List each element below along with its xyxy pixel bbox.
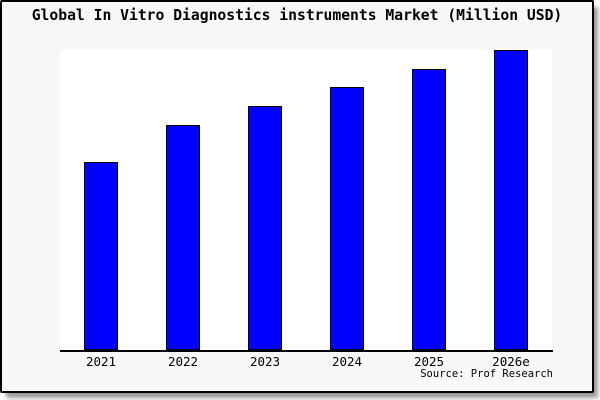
x-tick-label-2023: 2023 bbox=[249, 354, 281, 369]
bar-slot-2026e bbox=[470, 50, 552, 350]
x-tick-label-2025: 2025 bbox=[413, 354, 445, 369]
x-axis-line bbox=[60, 350, 553, 352]
bar-2023 bbox=[248, 106, 282, 350]
plot-area bbox=[60, 50, 552, 350]
x-tick-label-2022: 2022 bbox=[167, 354, 199, 369]
x-tick-labels: 2021 2022 2023 2024 2025 2026e bbox=[60, 355, 552, 369]
bar-slot-2023 bbox=[224, 106, 306, 350]
bar-slot-2025 bbox=[388, 69, 470, 350]
x-tick-label-2026e: 2026e bbox=[492, 354, 530, 369]
bar-2021 bbox=[84, 162, 118, 350]
bar-slot-2024 bbox=[306, 87, 388, 350]
bars-row bbox=[60, 50, 552, 350]
bar-slot-2021 bbox=[60, 162, 142, 350]
source-credit: Source: Prof Research bbox=[420, 368, 553, 380]
bar-slot-2022 bbox=[142, 125, 224, 350]
x-tick-label-2024: 2024 bbox=[331, 354, 363, 369]
x-tick-label-2021: 2021 bbox=[85, 354, 117, 369]
bar-2025 bbox=[412, 69, 446, 350]
bar-2024 bbox=[330, 87, 364, 350]
chart-title: Global In Vitro Diagnostics instruments … bbox=[31, 7, 563, 24]
bar-2026e bbox=[494, 50, 528, 350]
bar-2022 bbox=[166, 125, 200, 350]
chart-card: Global In Vitro Diagnostics instruments … bbox=[0, 0, 594, 393]
